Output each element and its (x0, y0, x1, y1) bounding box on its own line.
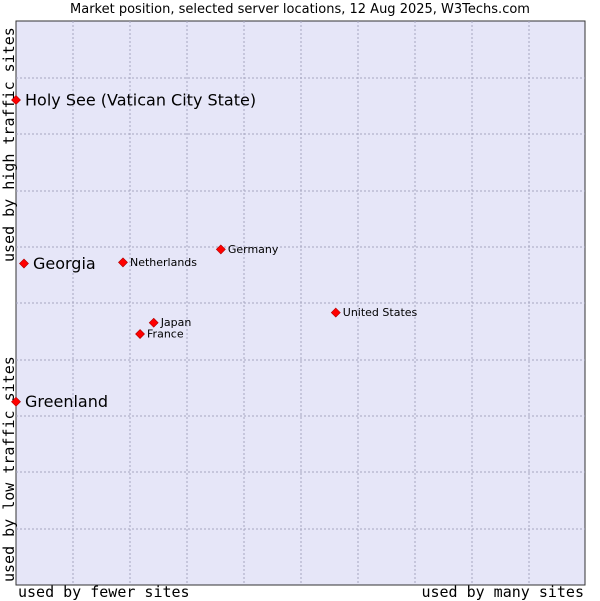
point-marker-germany (215, 244, 226, 255)
point-label-united-states: United States (343, 306, 418, 319)
y-axis-label-high: used by high traffic sites (0, 27, 18, 262)
point-marker-netherlands (118, 257, 128, 268)
y-axis-label-low: used by low traffic sites (0, 356, 18, 582)
point-label-france: France (147, 328, 184, 341)
point-label-georgia: Georgia (33, 254, 96, 273)
point-marker-united-states (330, 307, 341, 318)
x-axis-label-low: used by fewer sites (18, 583, 190, 601)
point-label-greenland: Greenland (25, 392, 108, 411)
point-marker-holy-see-vatican-city-state (11, 95, 21, 105)
x-axis-label-high: used by many sites (421, 583, 584, 601)
point-label-netherlands: Netherlands (130, 256, 197, 269)
point-marker-france (135, 329, 145, 339)
data-points: Holy See (Vatican City State) Georgia Gree… (11, 90, 418, 411)
point-marker-greenland (11, 396, 21, 407)
point-marker-japan (148, 317, 159, 328)
point-label-japan: Japan (160, 316, 192, 329)
point-label-germany: Germany (228, 243, 279, 256)
grid-lines (16, 21, 585, 585)
point-marker-georgia (19, 258, 29, 269)
point-label-holy-see-vatican-city-state: Holy See (Vatican City State) (25, 90, 256, 109)
chart-title: Market position, selected server locatio… (70, 2, 530, 17)
